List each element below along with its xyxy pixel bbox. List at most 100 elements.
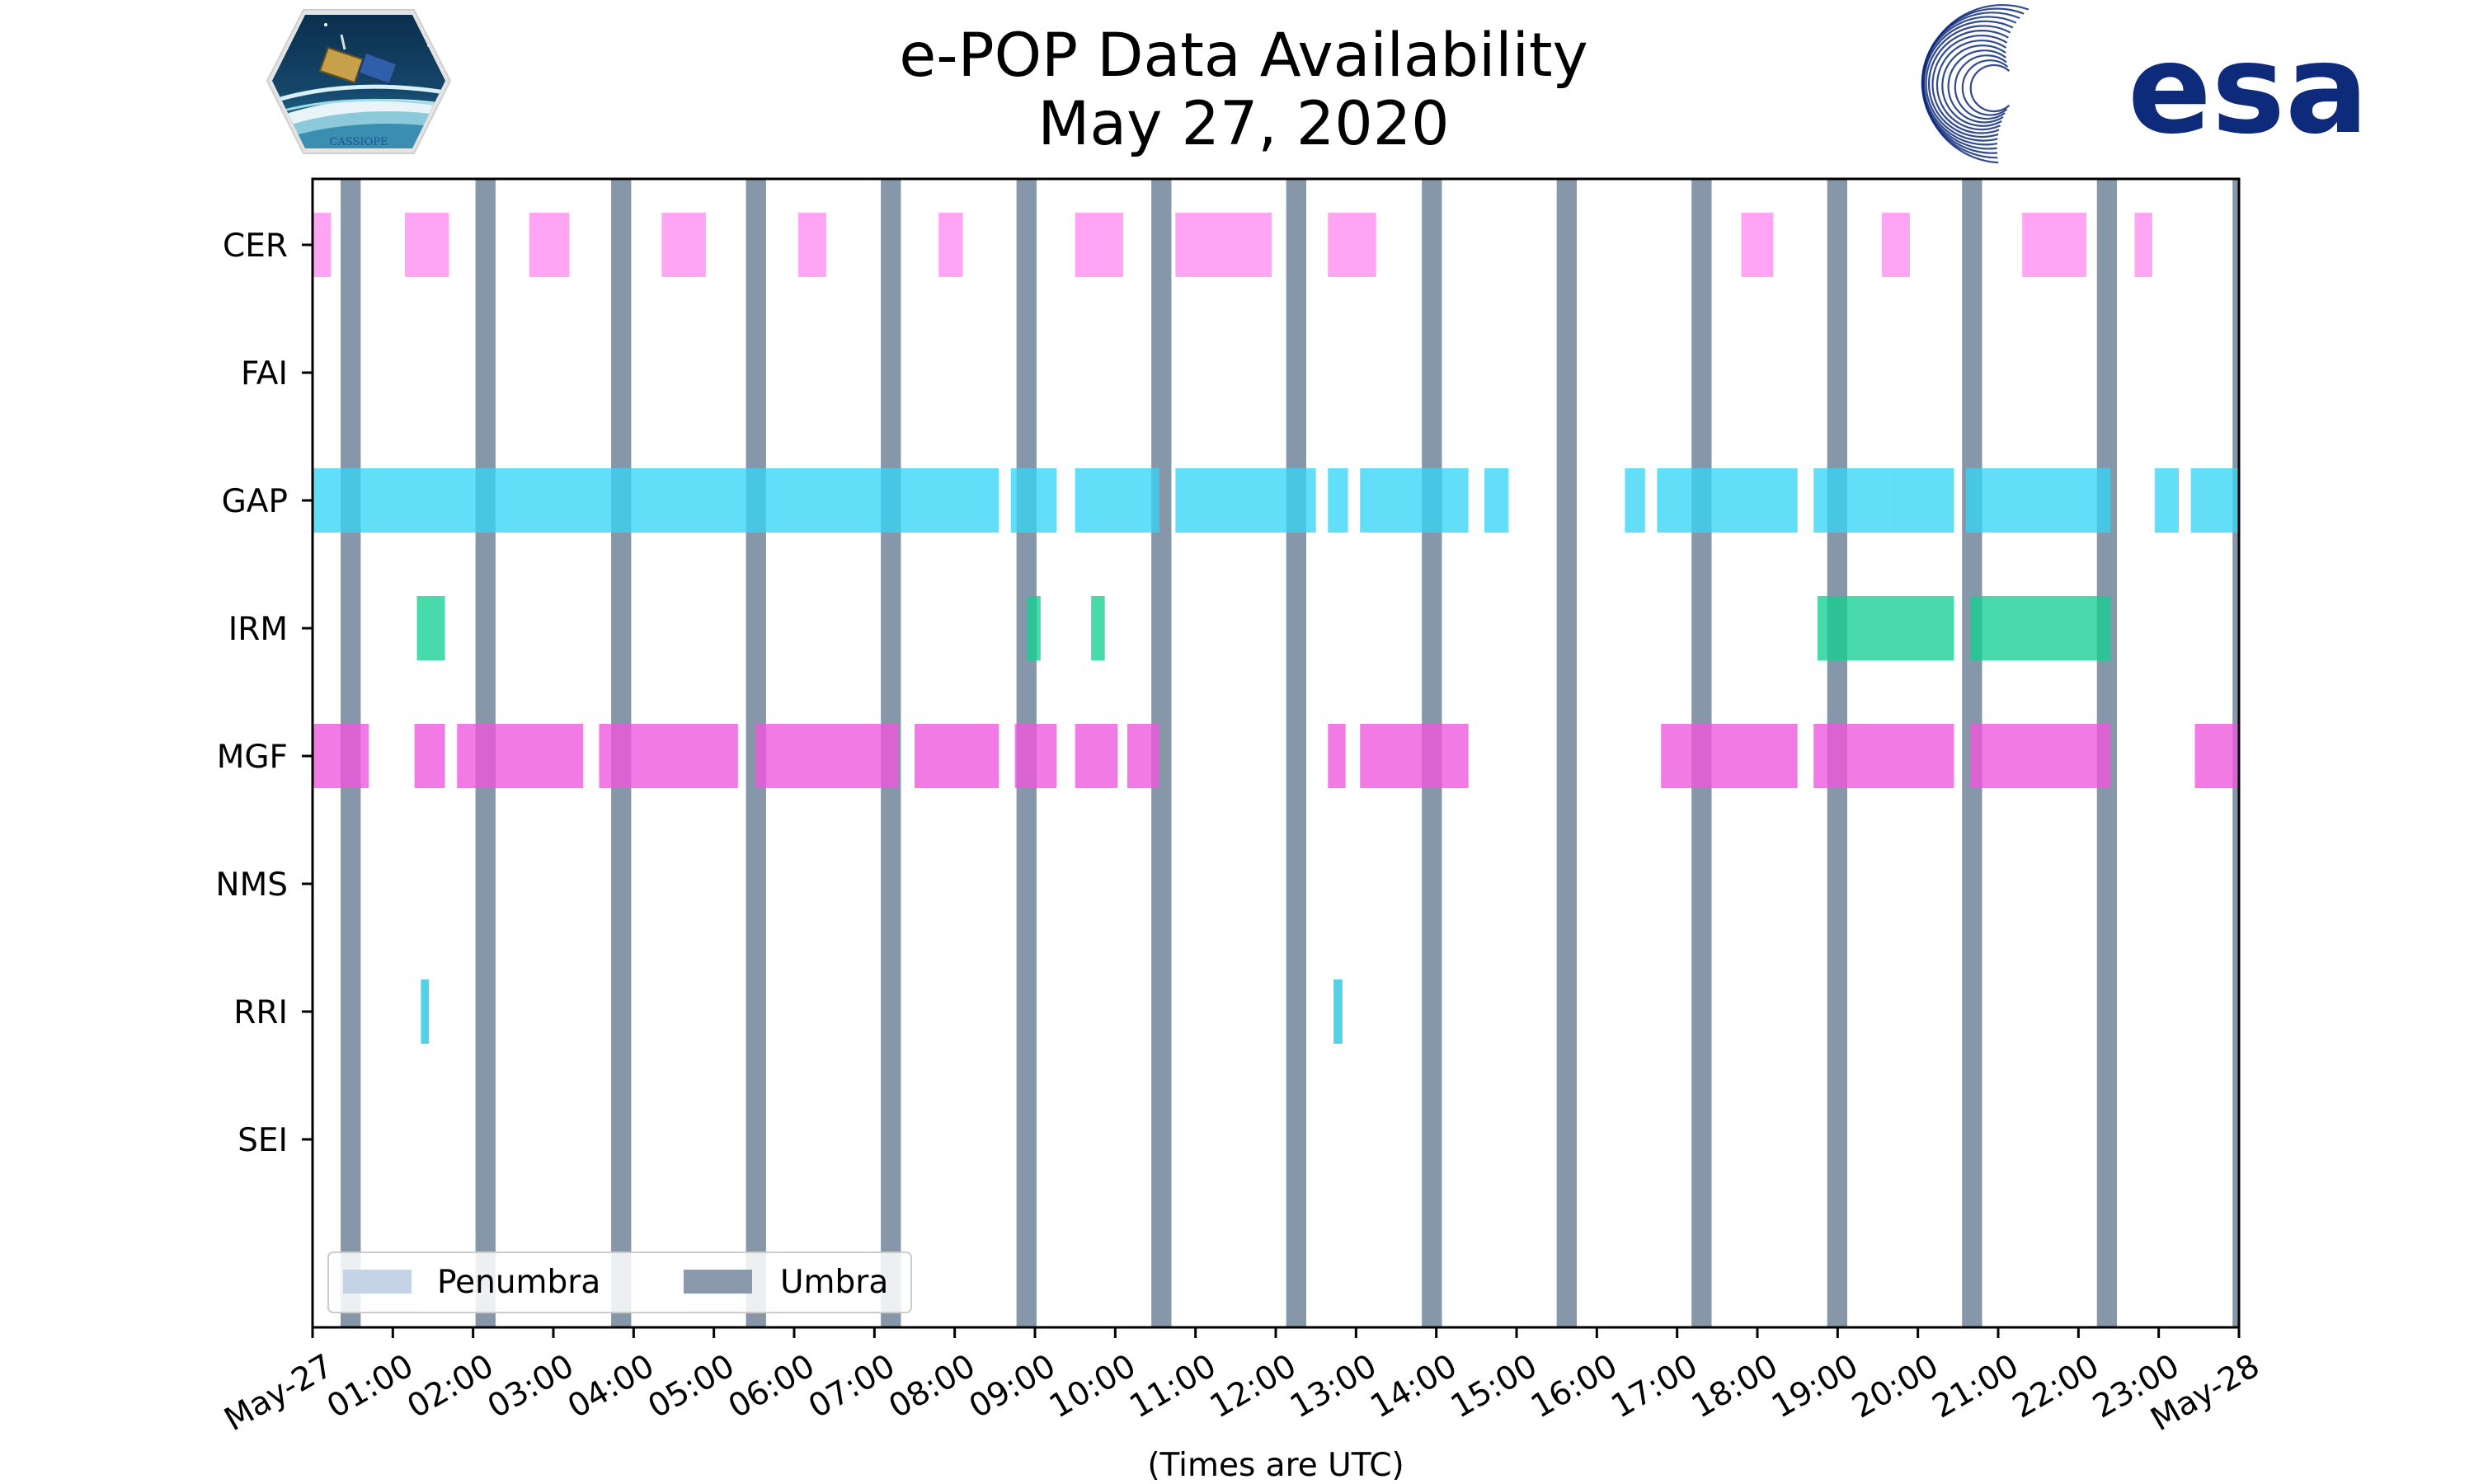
bar-gap-6 [1484,468,1509,533]
satellite-icon [318,34,398,86]
x-tick-label-19: 19:00 [1766,1347,1865,1425]
bar-mgf-12 [1813,724,1954,788]
y-tick-label-nms: NMS [215,866,288,904]
x-tick-label-17: 17:00 [1606,1347,1705,1425]
bar-gap-9 [1813,468,1890,533]
bar-mgf-0 [313,724,369,788]
x-tick-label-20: 20:00 [1846,1347,1945,1425]
bar-mgf-8 [1126,724,1159,788]
bar-gap-2 [1075,468,1159,533]
y-tick-label-mgf: MGF [217,739,288,776]
y-tick-label-gap: GAP [222,483,288,520]
bar-mgf-4 [755,724,899,788]
bar-rri-1 [1333,979,1343,1044]
cassiope-logo: CASSIOPE [266,9,452,154]
bar-mgf-5 [915,724,999,788]
bar-cer-2 [529,213,570,277]
bar-cer-6 [1075,213,1124,277]
esa-swirl-arc-1 [1961,59,2009,116]
esa-swirl-arc-13 [1922,3,2030,164]
bar-cer-4 [797,213,826,277]
esa-swirl-arc-12 [1921,7,2025,159]
bar-irm-4 [1969,596,2111,660]
bar-gap-10 [1889,468,1954,533]
umbra-band-9 [1556,179,1577,1327]
bar-gap-11 [1966,468,2111,533]
cassiope-logo-text: CASSIOPE [330,136,388,148]
x-tick-label-16: 16:00 [1525,1347,1624,1425]
bar-mgf-7 [1075,724,1118,788]
esa-swirl-arc-8 [1925,25,2011,142]
esa-swirl-arc-4 [1941,45,2006,127]
esa-swirl-arc-2 [1954,54,2007,120]
bar-mgf-6 [1014,724,1057,788]
bar-mgf-3 [599,724,738,788]
bar-gap-1 [1010,468,1057,533]
bar-cer-0 [313,213,332,277]
x-tick-label-12: 12:00 [1204,1347,1303,1425]
y-tick-label-fai: FAI [241,355,288,392]
bar-mgf-10 [1360,724,1469,788]
esa-swirl-arc-7 [1928,30,2009,139]
y-axis: CER FAI GAP IRM MGF NMS RRI SEI [215,228,313,1159]
bar-cer-3 [661,213,706,277]
x-tick-label-11: 11:00 [1124,1347,1223,1425]
bar-gap-0 [313,468,999,533]
bar-cer-11 [2022,213,2087,277]
y-tick-label-sei: SEI [238,1122,288,1159]
y-tick-label-irm: IRM [228,611,288,648]
legend-swatch-umbra [684,1270,752,1294]
bar-cer-7 [1175,213,1272,277]
esa-swirl-arc-3 [1947,49,2006,124]
esa-swirl-core [2015,63,2064,113]
x-tick-label-15: 15:00 [1445,1347,1544,1425]
legend-box [327,1252,912,1313]
bar-irm-3 [1818,596,1954,660]
legend: Penumbra Umbra [327,1252,912,1313]
umbra-band-7 [1286,179,1306,1327]
legend-label-umbra: Umbra [780,1264,888,1301]
bar-mgf-14 [2194,724,2239,788]
bar-gap-12 [2154,468,2179,533]
bar-cer-1 [404,213,449,277]
x-tick-label-10: 10:00 [1043,1347,1142,1425]
esa-logo-text: esa [2128,18,2368,162]
x-tick-label-21: 21:00 [1926,1347,2025,1425]
bar-irm-2 [1091,596,1105,660]
bar-cer-5 [938,213,963,277]
x-tick-label-6: 06:00 [722,1347,821,1425]
esa-swirl-icon [1921,3,2064,164]
bar-gap-13 [2190,468,2239,533]
x-tick-label-4: 04:00 [562,1347,661,1425]
bar-irm-1 [1027,596,1041,660]
esa-swirl-arc-0 [1969,63,2011,113]
esa-swirl-arc-6 [1931,34,2008,134]
x-axis-label: (Times are UTC) [1147,1447,1404,1484]
bar-gap-5 [1360,468,1469,533]
esa-swirl-arc-5 [1935,39,2007,131]
bar-gap-7 [1625,468,1645,533]
bar-cer-9 [1741,213,1774,277]
bar-rri-0 [421,979,430,1044]
bar-mgf-11 [1661,724,1798,788]
bar-mgf-1 [414,724,445,788]
x-tick-label-9: 09:00 [963,1347,1062,1425]
x-tick-label-22: 22:00 [2006,1347,2105,1425]
legend-label-penumbra: Penumbra [437,1264,600,1301]
esa-logo: esa [1921,3,2368,164]
legend-swatch-penumbra [343,1270,412,1294]
bar-irm-0 [416,596,445,660]
x-tick-label-13: 13:00 [1284,1347,1383,1425]
bar-cer-12 [2134,213,2152,277]
y-tick-label-cer: CER [223,228,288,265]
bar-mgf-9 [1328,724,1346,788]
x-tick-label-7: 07:00 [802,1347,901,1425]
bar-cer-8 [1328,213,1376,277]
y-tick-label-rri: RRI [233,994,288,1031]
bar-mgf-13 [1969,724,2111,788]
bar-mgf-2 [457,724,584,788]
x-tick-label-3: 03:00 [482,1347,581,1425]
x-tick-label-14: 14:00 [1365,1347,1464,1425]
x-axis: May-2701:0002:0003:0004:0005:0006:0007:0… [219,1327,2266,1439]
